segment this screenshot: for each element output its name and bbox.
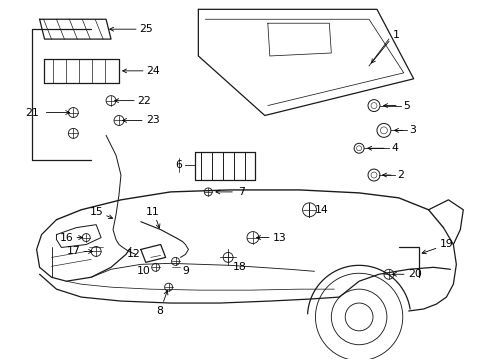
- Text: 1: 1: [391, 30, 398, 40]
- Text: 22: 22: [137, 96, 150, 105]
- Text: 12: 12: [127, 249, 141, 260]
- Text: 13: 13: [272, 233, 286, 243]
- Text: 24: 24: [145, 66, 159, 76]
- Text: 15: 15: [90, 207, 104, 217]
- Text: 10: 10: [137, 266, 150, 276]
- Text: 21: 21: [25, 108, 39, 117]
- Text: 14: 14: [314, 205, 327, 215]
- Text: 7: 7: [238, 187, 245, 197]
- Text: 16: 16: [60, 233, 73, 243]
- Text: 17: 17: [66, 247, 80, 256]
- Text: 25: 25: [139, 24, 152, 34]
- Text: 11: 11: [145, 207, 159, 217]
- Text: 4: 4: [390, 143, 397, 153]
- Text: 20: 20: [407, 269, 421, 279]
- Text: 5: 5: [403, 100, 409, 111]
- Text: 23: 23: [145, 116, 159, 126]
- Text: 3: 3: [408, 125, 415, 135]
- Text: 2: 2: [397, 170, 404, 180]
- Text: 18: 18: [233, 262, 246, 272]
- Text: 9: 9: [182, 266, 188, 276]
- Text: 8: 8: [156, 306, 163, 316]
- Text: 6: 6: [175, 160, 182, 170]
- Text: 19: 19: [439, 239, 452, 248]
